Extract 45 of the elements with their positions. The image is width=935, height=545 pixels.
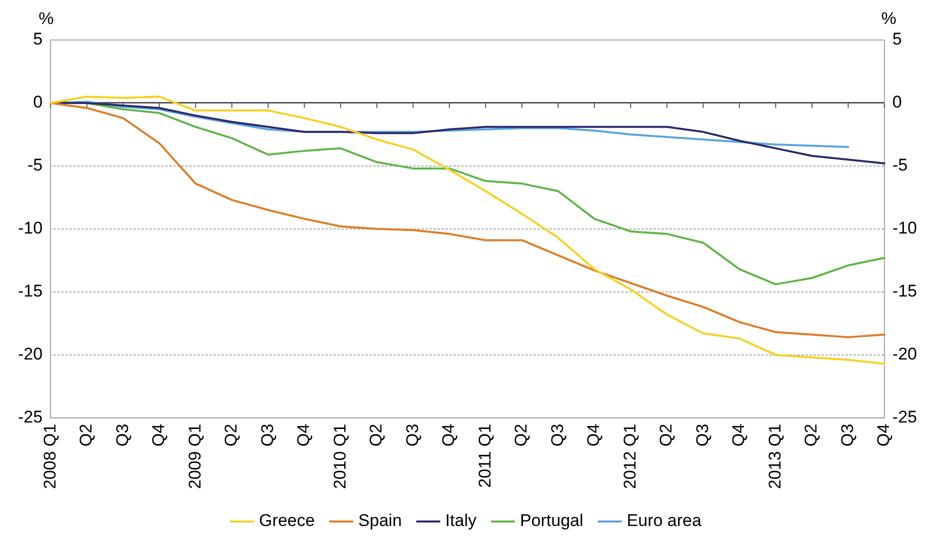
y2-tick-label: -5 bbox=[892, 156, 908, 175]
x-tick-label: Q4 bbox=[439, 424, 458, 446]
y2-tick-label: 5 bbox=[892, 30, 902, 49]
x-tick-label: Q4 bbox=[584, 424, 604, 446]
y-tick-label: -15 bbox=[18, 282, 43, 301]
x-tick-label: Q4 bbox=[874, 424, 894, 446]
x-tick-label: Q3 bbox=[112, 424, 132, 446]
x-tick-label: Q3 bbox=[692, 424, 712, 446]
x-tick-label: Q2 bbox=[656, 424, 676, 446]
legend-label: Portugal bbox=[520, 511, 584, 530]
y-tick-label: -10 bbox=[18, 218, 43, 238]
x-tick-label: Q4 bbox=[729, 424, 748, 446]
x-tick-label: 2013 Q1 bbox=[765, 424, 784, 490]
y2-tick-label: -20 bbox=[892, 344, 918, 364]
y2-axis-title: % bbox=[881, 9, 896, 28]
x-tick-label: Q3 bbox=[402, 424, 422, 446]
x-tick-label: 2008 Q1 bbox=[40, 424, 60, 490]
x-tick-label: 2012 Q1 bbox=[620, 424, 640, 490]
legend-label: Greece bbox=[259, 511, 315, 530]
y-tick-label: 0 bbox=[33, 92, 43, 112]
x-tick-label: 2011 Q1 bbox=[475, 424, 494, 488]
y-tick-label: -5 bbox=[27, 156, 43, 175]
x-tick-label: Q2 bbox=[76, 424, 96, 446]
x-tick-label: Q4 bbox=[294, 424, 314, 446]
x-tick-label: Q4 bbox=[149, 424, 168, 446]
x-tick-label: Q2 bbox=[366, 424, 386, 446]
legend-label: Euro area bbox=[626, 511, 702, 530]
x-tick-label: Q2 bbox=[802, 424, 821, 446]
x-tick-label: Q2 bbox=[222, 424, 241, 446]
y-tick-label: -25 bbox=[18, 407, 43, 426]
x-tick-label: Q3 bbox=[258, 424, 277, 446]
y-axis-title: % bbox=[38, 9, 54, 28]
legend-label: Spain bbox=[358, 511, 402, 530]
x-tick-label: Q3 bbox=[548, 424, 567, 446]
y2-tick-label: -25 bbox=[892, 407, 918, 426]
y2-tick-label: 0 bbox=[892, 92, 902, 112]
y2-tick-label: -10 bbox=[892, 218, 918, 238]
legend-label: Italy bbox=[445, 511, 477, 530]
y-tick-label: -20 bbox=[18, 344, 43, 364]
y2-tick-label: -15 bbox=[892, 282, 918, 301]
x-tick-label: 2009 Q1 bbox=[185, 424, 204, 490]
y-tick-label: 5 bbox=[33, 30, 43, 49]
x-tick-label: 2010 Q1 bbox=[330, 424, 350, 490]
x-tick-label: Q2 bbox=[512, 424, 531, 446]
x-tick-label: Q3 bbox=[838, 424, 857, 446]
